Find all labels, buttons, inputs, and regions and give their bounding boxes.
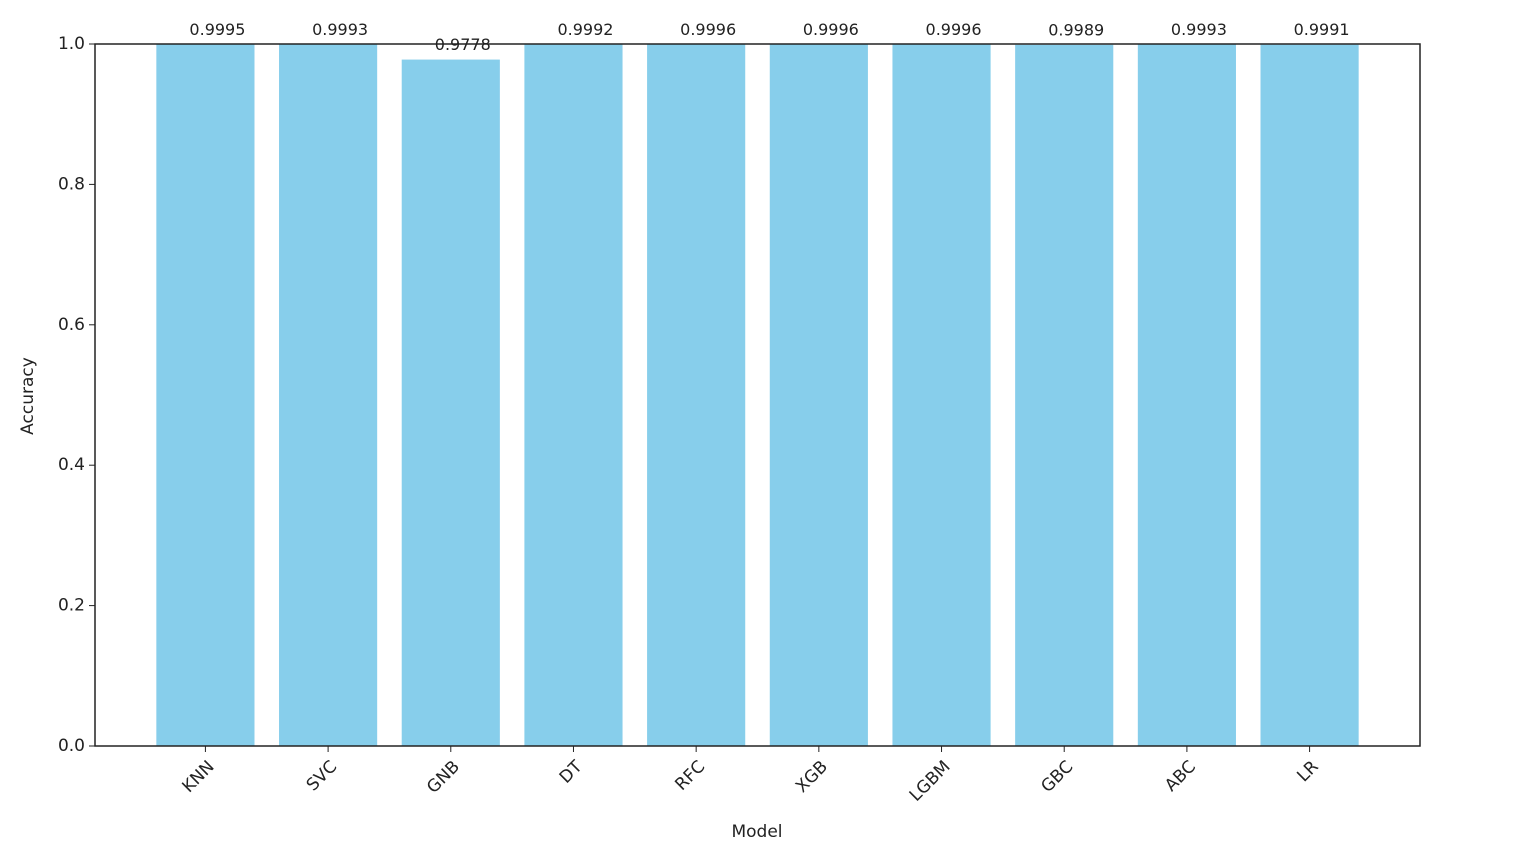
x-axis-label: Model [731, 822, 782, 842]
value-label: 0.9989 [1048, 20, 1104, 39]
value-label: 0.9993 [312, 20, 368, 39]
bar [156, 44, 255, 746]
x-tick-label: DT [556, 757, 587, 788]
x-tick-label: SVC [303, 757, 341, 795]
y-tick-label: 0.4 [58, 455, 85, 475]
x-tick-label: GBC [1037, 757, 1077, 797]
value-label: 0.9995 [189, 20, 245, 39]
value-label: 0.9991 [1294, 20, 1350, 39]
y-tick-label: 1.0 [58, 34, 85, 54]
bar [1137, 44, 1236, 747]
x-tick-label: XGB [792, 757, 832, 797]
plot-frame [94, 43, 1421, 747]
bar [769, 44, 868, 746]
value-label: 0.9996 [926, 20, 982, 39]
bar [524, 44, 623, 747]
y-tick-label: 0.6 [58, 315, 85, 335]
value-label: 0.9996 [680, 20, 736, 39]
y-axis-label: Accuracy [18, 357, 38, 435]
y-tick-label: 0.2 [58, 596, 85, 616]
y-tick-label: 0.8 [58, 174, 85, 194]
x-tick-label: GNB [423, 757, 464, 798]
x-tick-label: LR [1293, 757, 1322, 786]
bar [1015, 44, 1114, 746]
x-tick-label: RFC [671, 757, 709, 795]
value-label: 0.9992 [557, 20, 613, 39]
bar [1260, 44, 1359, 747]
x-tick-label: LGBM [906, 757, 955, 806]
bar [279, 44, 378, 747]
value-label: 0.9993 [1171, 20, 1227, 39]
bar [892, 44, 991, 746]
x-tick-label: KNN [178, 757, 218, 797]
y-tick-label: 0.0 [58, 736, 85, 756]
bar [401, 59, 500, 746]
x-tick-label: ABC [1161, 757, 1200, 796]
bar [647, 44, 746, 746]
value-label: 0.9996 [803, 20, 859, 39]
